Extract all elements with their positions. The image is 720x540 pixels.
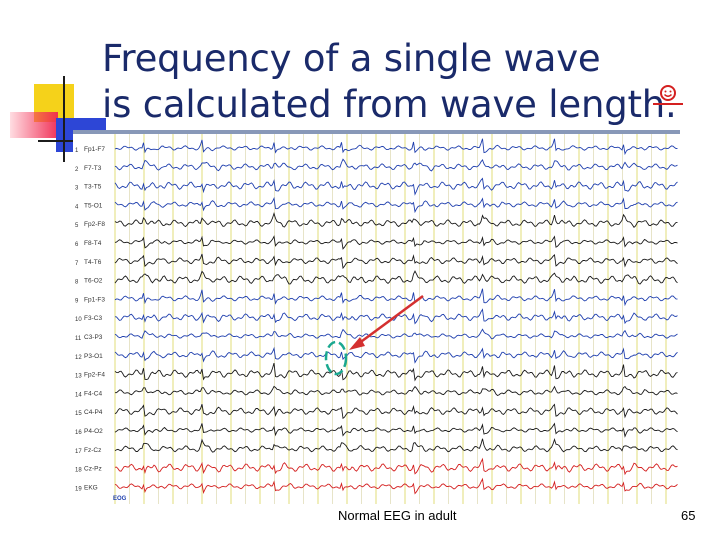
row-number: 16: [75, 430, 82, 436]
eeg-trace: [114, 158, 678, 172]
eeg-trace: [114, 403, 678, 420]
eog-label: EOG: [113, 496, 127, 502]
title-line-2: is calculated from wave length.: [102, 83, 677, 126]
arrow-line: [357, 294, 424, 346]
eeg-recording: 1234567891011121314151617181920Fp1-F7F7-…: [73, 130, 680, 504]
channel-label: C3-P3: [84, 334, 103, 341]
eeg-trace: [114, 308, 678, 325]
arrow-head: [349, 337, 365, 350]
channel-label: Fp2-F8: [84, 221, 105, 228]
slide-footer: Normal EEG in adult 65: [0, 508, 720, 528]
channel-label: T5-O1: [84, 202, 103, 209]
eeg-annotations: [324, 294, 424, 376]
eeg-trace: [114, 346, 678, 364]
row-number: 17: [75, 449, 82, 455]
eeg-trace: [114, 177, 678, 196]
channel-label: T3-T5: [84, 184, 102, 191]
eeg-trace: [114, 270, 678, 285]
row-number: 5: [75, 223, 79, 229]
channel-label: Fp2-F4: [84, 372, 105, 379]
channel-label: C4-P4: [84, 409, 103, 416]
eeg-trace: [114, 457, 678, 476]
footer-text: Normal EEG in adult: [338, 508, 457, 523]
eeg-trace: [114, 438, 678, 453]
channel-label: Fp1-F3: [84, 296, 105, 303]
row-number: 3: [75, 186, 79, 192]
page-number: 65: [681, 508, 696, 523]
eeg-channel-labels: 1234567891011121314151617181920Fp1-F7F7-…: [75, 146, 127, 502]
eeg-trace: [114, 196, 678, 214]
channel-label: Cz-Pz: [84, 466, 102, 473]
row-number: 4: [75, 204, 79, 210]
decor-red-bar: [10, 112, 58, 138]
wave-marker: [324, 340, 348, 376]
channel-label: F7-T3: [84, 165, 102, 172]
title-line-1: Frequency of a single wave: [102, 37, 601, 80]
row-number: 14: [75, 392, 82, 398]
row-number: 11: [75, 336, 82, 342]
label-column: [73, 134, 111, 504]
row-number: 18: [75, 468, 82, 474]
channel-label: T6-O2: [84, 278, 103, 285]
row-number: 12: [75, 355, 82, 361]
channel-label: EKG: [84, 484, 98, 491]
eeg-trace: [114, 138, 678, 156]
smiley-icon: [653, 85, 683, 105]
eeg-chart: 1234567891011121314151617181920Fp1-F7F7-…: [73, 134, 678, 504]
row-number: 13: [75, 374, 82, 380]
eeg-trace: [114, 328, 678, 340]
row-number: 9: [75, 298, 79, 304]
row-number: 8: [75, 280, 79, 286]
eeg-traces: [114, 138, 678, 495]
channel-label: F3-C3: [84, 315, 102, 322]
row-number: 10: [75, 317, 82, 323]
eeg-trace: [114, 362, 678, 382]
row-number: 7: [75, 261, 79, 267]
channel-label: Fz-Cz: [84, 447, 101, 454]
eeg-trace: [115, 385, 678, 397]
row-number: 6: [75, 242, 79, 248]
eeg-trace: [114, 422, 678, 438]
channel-label: Fp1-F7: [84, 146, 105, 153]
slide-title: Frequency of a single wave is calculated…: [102, 36, 677, 128]
decor-horizontal-line: [38, 140, 86, 142]
eeg-grid: [73, 134, 667, 504]
channel-label: F8-T4: [84, 240, 102, 247]
row-number: 15: [75, 411, 82, 417]
eeg-trace: [114, 288, 678, 307]
channel-label: P3-O1: [84, 353, 103, 360]
channel-label: F4-C4: [84, 390, 102, 397]
row-number: 1: [75, 148, 79, 154]
decor-vertical-line: [63, 76, 65, 162]
eeg-trace: [114, 477, 678, 495]
row-number: 19: [75, 486, 82, 492]
channel-label: P4-O2: [84, 428, 103, 435]
channel-label: T4-T6: [84, 259, 102, 266]
eeg-trace: [114, 235, 678, 250]
row-number: 2: [75, 167, 79, 173]
eeg-trace: [114, 212, 678, 228]
eeg-trace: [114, 253, 678, 270]
